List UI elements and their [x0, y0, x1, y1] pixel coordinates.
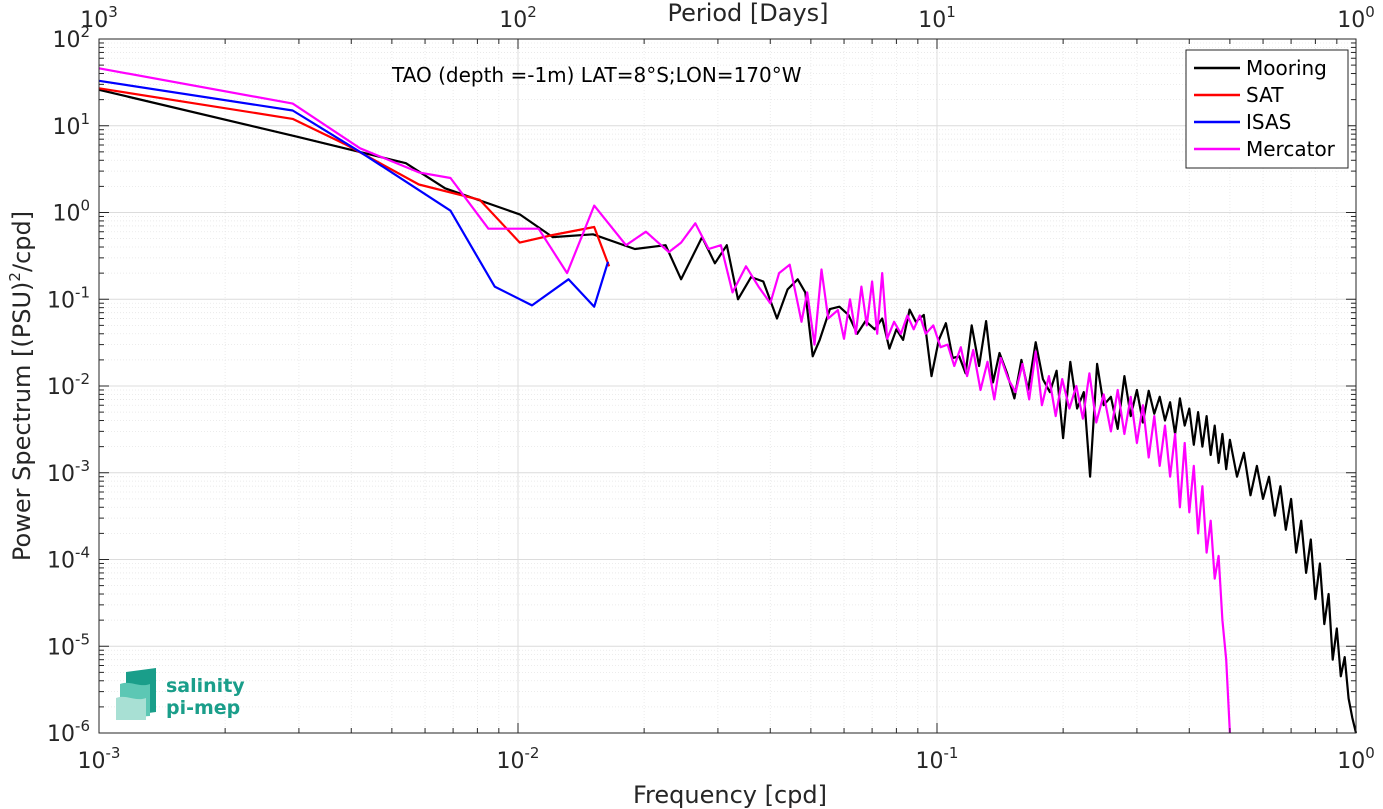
y-tick-label: 10-5	[47, 630, 90, 660]
top-tick-base: 10	[80, 8, 108, 33]
annotation-text: TAO (depth =-1m) LAT=8°S;LON=170°W	[391, 63, 802, 87]
salinity-pi-mep-logo: salinity pi-mep	[116, 668, 245, 720]
top-tick-label: 101	[918, 3, 956, 33]
series-line-mooring	[98, 88, 1358, 734]
top-tick-base: 10	[1337, 8, 1365, 33]
y-tick-exp: -1	[75, 283, 90, 301]
series-line-isas	[98, 79, 610, 308]
y-axis-title-sup: 2	[6, 272, 24, 282]
y-tick-label: 10-4	[47, 544, 90, 574]
y-tick-label: 10-2	[47, 370, 90, 400]
x-tick-label: 10-3	[78, 744, 121, 774]
y-axis-title-tail: /cpd]	[8, 211, 36, 272]
x-tick-label: 10-1	[916, 744, 959, 774]
y-tick-exp: -3	[75, 457, 90, 475]
x-tick-base: 10	[497, 749, 525, 774]
x-tick-label: 10-2	[497, 744, 540, 774]
y-tick-exp: 1	[80, 110, 90, 128]
y-tick-label: 10-6	[47, 717, 90, 747]
y-tick-label: 101	[52, 110, 90, 140]
legend-label-mooring: Mooring	[1246, 56, 1327, 80]
x-tick-base: 10	[916, 749, 944, 774]
legend-label-isas: ISAS	[1246, 110, 1291, 134]
series-layer	[98, 67, 1358, 734]
y-tick-exp: 0	[80, 197, 90, 215]
legend-label-sat: SAT	[1246, 83, 1284, 107]
x-tick-base: 10	[78, 749, 106, 774]
logo-wave-icon-3	[116, 696, 146, 720]
y-axis-title-main: Power Spectrum [(PSU)	[8, 282, 36, 561]
y-tick-base: 10	[52, 28, 80, 53]
y-tick-label: 10-1	[47, 283, 90, 313]
y-tick-base: 10	[47, 722, 75, 747]
top-tick-label: 102	[499, 3, 537, 33]
x-tick-base: 10	[1337, 749, 1365, 774]
y-tick-base: 10	[47, 375, 75, 400]
y-tick-base: 10	[52, 115, 80, 140]
series-line-mercator	[98, 67, 1231, 734]
y-tick-base: 10	[47, 462, 75, 487]
y-tick-base: 10	[47, 549, 75, 574]
top-tick-exp: 3	[108, 3, 118, 21]
x-tick-exp: -1	[944, 744, 959, 762]
x-tick-exp: -2	[525, 744, 540, 762]
legend-label-mercator: Mercator	[1246, 137, 1336, 161]
logo-line2: pi-mep	[166, 697, 240, 719]
legend: Mooring SAT ISAS Mercator	[1185, 49, 1349, 169]
y-tick-exp: 2	[80, 23, 90, 41]
top-tick-base: 10	[918, 8, 946, 33]
x-tick-label: 100	[1337, 744, 1375, 774]
top-tick-label: 103	[80, 3, 118, 33]
top-tick-exp: 0	[1365, 3, 1375, 21]
y-tick-exp: -5	[75, 630, 90, 648]
top-tick-base: 10	[499, 8, 527, 33]
y-tick-exp: -2	[75, 370, 90, 388]
top-tick-exp: 1	[946, 3, 956, 21]
y-tick-label: 100	[52, 197, 90, 227]
y-axis-title: Power Spectrum [(PSU)2/cpd]	[6, 211, 36, 561]
y-tick-base: 10	[47, 635, 75, 660]
top-tick-label: 100	[1337, 3, 1375, 33]
x-tick-exp: -3	[106, 744, 121, 762]
y-tick-base: 10	[52, 202, 80, 227]
y-tick-label: 102	[52, 23, 90, 53]
top-tick-exp: 2	[527, 3, 537, 21]
y-tick-label: 10-3	[47, 457, 90, 487]
top-axis-title: Period [Days]	[667, 0, 828, 27]
series-line-sat	[98, 87, 611, 267]
y-tick-exp: -4	[75, 544, 90, 562]
y-tick-base: 10	[47, 288, 75, 313]
y-tick-exp: -6	[75, 717, 90, 735]
x-axis-title: Frequency [cpd]	[633, 781, 827, 809]
logo-line1: salinity	[166, 675, 245, 697]
x-tick-exp: 0	[1365, 744, 1375, 762]
